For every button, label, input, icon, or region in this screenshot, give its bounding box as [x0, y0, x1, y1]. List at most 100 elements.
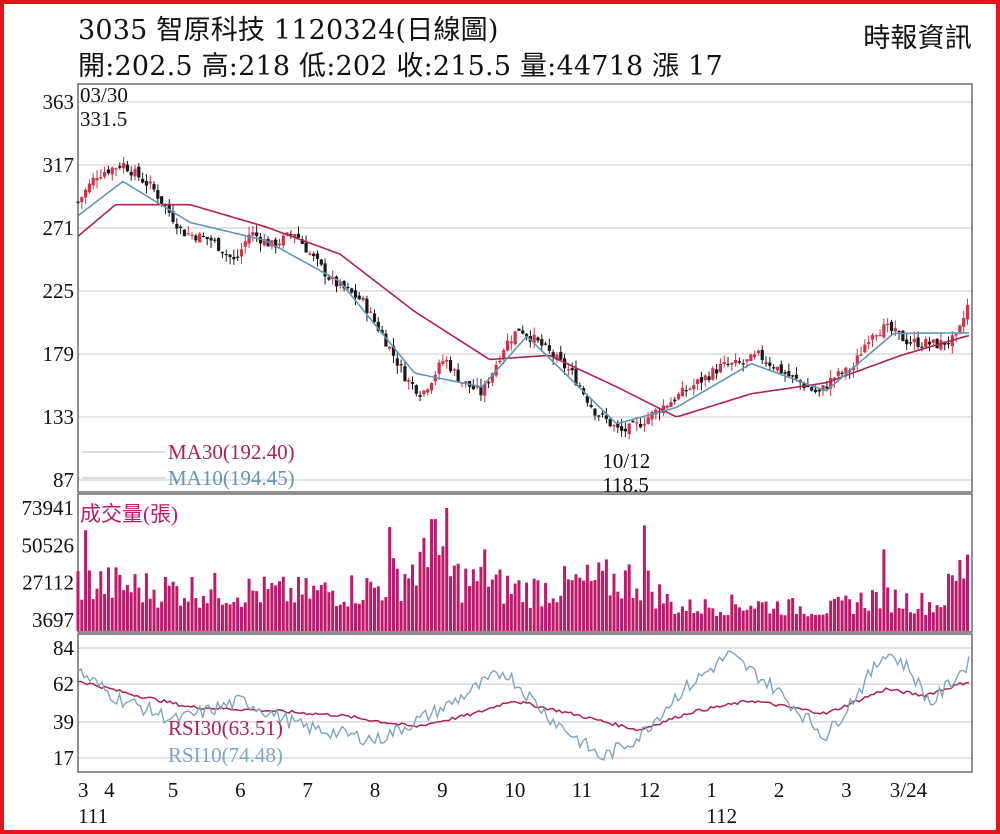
- volume-pane-border: [77, 493, 973, 633]
- candle-up: [954, 333, 958, 336]
- candle-up: [844, 367, 848, 374]
- candle-down: [935, 338, 939, 349]
- volume-bar: [163, 576, 167, 631]
- volume-bar: [874, 592, 878, 631]
- volume-bar: [430, 519, 434, 631]
- volume-bar: [392, 558, 396, 631]
- volume-bar: [186, 601, 190, 631]
- volume-bar: [658, 584, 662, 631]
- volume-bar: [224, 602, 228, 631]
- candle-up: [688, 388, 692, 390]
- volume-bar: [319, 585, 323, 631]
- volume-bar: [190, 577, 194, 631]
- candle-up: [711, 368, 715, 380]
- candle-up: [190, 234, 194, 236]
- candle-down: [118, 166, 122, 168]
- candle-up: [262, 239, 266, 246]
- volume-bar: [475, 581, 479, 631]
- candle-up: [939, 340, 943, 350]
- volume-bar: [456, 563, 460, 631]
- volume-bar: [156, 607, 160, 631]
- volume-bar: [441, 546, 445, 631]
- volume-bar: [540, 606, 544, 631]
- volume-bar: [182, 598, 186, 631]
- candle-up: [133, 168, 137, 177]
- volume-bar: [745, 609, 749, 631]
- volume-bar: [487, 586, 491, 631]
- candle-down: [810, 386, 814, 391]
- volume-bar: [133, 574, 137, 631]
- volume-bar: [661, 603, 665, 631]
- volume-bar: [201, 595, 205, 631]
- candle-down: [524, 333, 529, 337]
- volume-bar: [407, 578, 411, 631]
- volume-bar: [449, 576, 453, 631]
- candle-down: [418, 395, 422, 397]
- volume-bar: [160, 601, 164, 631]
- volume-bar: [528, 607, 532, 631]
- volume-bar: [293, 602, 297, 631]
- volume-bar: [798, 606, 802, 631]
- candle-up: [198, 233, 202, 243]
- volume-bar: [544, 582, 548, 631]
- volume-bar: [756, 601, 760, 631]
- volume-bar: [627, 564, 631, 631]
- candle-down: [224, 253, 228, 256]
- candle-up: [962, 318, 966, 327]
- rsi-pane-border: [77, 633, 973, 773]
- candle-up: [186, 233, 190, 235]
- candle-down: [631, 420, 635, 423]
- volume-bar: [167, 585, 171, 631]
- low-value-annotation: 118.5: [602, 473, 648, 497]
- volume-bar: [353, 603, 357, 631]
- volume-bar: [931, 612, 935, 631]
- volume-bar: [251, 590, 255, 631]
- candle-up: [958, 325, 962, 333]
- candle-down: [673, 399, 677, 402]
- volume-bar: [734, 604, 738, 631]
- candle-down: [517, 328, 521, 331]
- candle-down: [486, 382, 491, 384]
- candle-down: [521, 330, 525, 334]
- volume-bar: [129, 592, 133, 631]
- ma30-line: [77, 203, 970, 418]
- candle-up: [239, 249, 244, 257]
- volume-bar: [893, 589, 897, 631]
- volume-bar: [483, 549, 487, 631]
- candle-down: [209, 237, 213, 241]
- candlesticks: [76, 156, 970, 440]
- volume-bar: [604, 559, 608, 631]
- candle-up: [308, 253, 312, 255]
- candle-down: [479, 386, 483, 396]
- volume-bar: [715, 615, 719, 631]
- volume-bar: [551, 598, 555, 631]
- x-tick-label: 11: [572, 778, 592, 802]
- volume-bar: [411, 564, 415, 631]
- candle-up: [734, 359, 738, 364]
- volume-bar: [585, 564, 589, 631]
- volume-bar: [122, 590, 126, 631]
- volume-bar: [601, 570, 605, 631]
- volume-bar: [179, 605, 183, 631]
- volume-bar: [445, 508, 449, 631]
- candle-down: [791, 375, 795, 377]
- volume-bar: [228, 604, 232, 631]
- candle-down: [179, 226, 183, 228]
- volume-bar: [532, 578, 536, 631]
- candle-up: [110, 167, 114, 175]
- candle-down: [768, 362, 772, 366]
- rsi-tick-label: 17: [53, 746, 74, 770]
- volume-bar: [258, 602, 262, 631]
- volume-tick-label: 27112: [22, 571, 74, 595]
- volume-bar: [376, 586, 380, 631]
- candle-down: [125, 164, 130, 172]
- candle-up: [878, 334, 882, 337]
- ma10-line: [77, 180, 970, 425]
- x-tick-label: 12: [639, 778, 660, 802]
- volume-bar: [220, 604, 224, 631]
- candle-up: [912, 338, 916, 343]
- candle-down: [608, 418, 612, 427]
- volume-bar: [810, 613, 814, 631]
- candle-down: [391, 345, 396, 356]
- rsi-tick-label: 84: [53, 636, 75, 660]
